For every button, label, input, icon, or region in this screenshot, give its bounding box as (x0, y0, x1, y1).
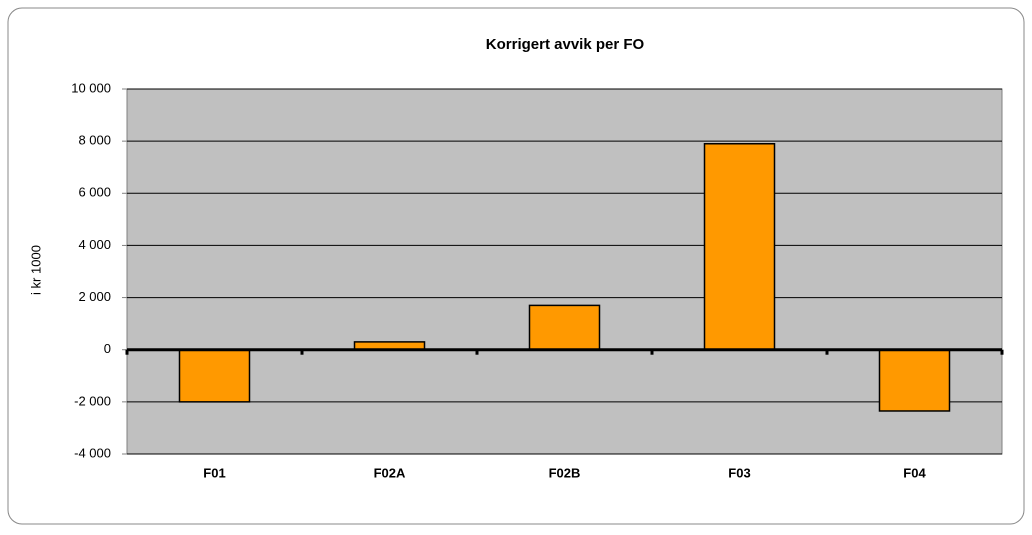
x-tick-label: F02B (549, 465, 581, 480)
x-tick-label: F04 (903, 465, 926, 480)
y-tick-label: 2 000 (78, 289, 111, 304)
y-axis-label: i kr 1000 (28, 245, 43, 295)
plot-area (126, 88, 1003, 455)
chart-title: Korrigert avvik per FO (486, 36, 645, 53)
x-tick-label: F02A (374, 465, 406, 480)
x-tick-label: F03 (728, 465, 750, 480)
y-tick-label: 0 (104, 341, 111, 356)
bar (178, 348, 251, 403)
x-tick-label: F01 (203, 465, 225, 480)
bar (703, 143, 776, 351)
y-tick-label: -4 000 (74, 445, 111, 460)
y-tick-label: 6 000 (78, 185, 111, 200)
bar (878, 348, 951, 412)
y-tick-label: 4 000 (78, 237, 111, 252)
y-tick-label: 10 000 (71, 80, 111, 95)
bar (528, 304, 601, 351)
y-tick-label: -2 000 (74, 393, 111, 408)
y-tick-label: 8 000 (78, 133, 111, 148)
